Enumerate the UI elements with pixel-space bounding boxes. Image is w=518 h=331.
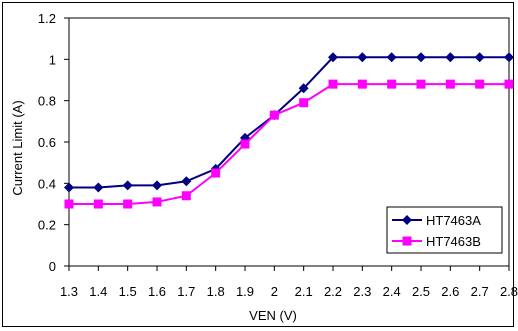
data-point bbox=[328, 52, 338, 63]
x-tick-label: 2.4 bbox=[383, 284, 401, 299]
x-tick-label: 1.4 bbox=[89, 284, 107, 299]
series-HT7463B bbox=[64, 79, 514, 209]
x-tick-label: 2.6 bbox=[441, 284, 459, 299]
y-tick-label: 0 bbox=[49, 259, 56, 274]
data-point bbox=[504, 79, 514, 89]
data-point bbox=[93, 182, 104, 193]
legend-label: HT7463B bbox=[426, 234, 481, 249]
chart-frame bbox=[2, 2, 514, 327]
x-tick-label: 1.6 bbox=[148, 284, 166, 299]
data-point bbox=[445, 79, 455, 89]
data-point bbox=[122, 180, 133, 191]
series-line bbox=[69, 83, 509, 205]
data-point bbox=[298, 83, 309, 94]
data-point bbox=[152, 180, 162, 191]
legend-item: HT7463A bbox=[392, 213, 481, 228]
data-point bbox=[269, 110, 279, 120]
series-layer bbox=[64, 52, 514, 209]
data-point bbox=[181, 176, 192, 187]
legend-item: HT7463B bbox=[392, 234, 481, 249]
data-point bbox=[357, 79, 367, 89]
x-tick-label: 1.8 bbox=[207, 284, 225, 299]
axes: 0 0.2 0.4 0.6 0.8 1 1.2 1.3 1.4 1.5 1.6 1.7 1.8 1.9 2 2… bbox=[38, 11, 518, 299]
data-point bbox=[504, 52, 514, 63]
data-point bbox=[387, 79, 397, 89]
x-tick-label: 2.1 bbox=[295, 284, 313, 299]
legend: HT7463A HT7463B bbox=[386, 206, 503, 254]
data-point bbox=[181, 191, 191, 201]
x-tick-label: 1.7 bbox=[177, 284, 195, 299]
data-point bbox=[416, 79, 426, 89]
data-point bbox=[445, 52, 456, 63]
data-point bbox=[386, 52, 397, 63]
y-tick-label: 0.6 bbox=[38, 135, 56, 150]
series-HT7463A bbox=[64, 52, 514, 193]
y-tick-label: 1.2 bbox=[38, 11, 56, 26]
data-point bbox=[64, 182, 74, 193]
data-point bbox=[211, 168, 221, 178]
y-tick-label: 0.8 bbox=[38, 94, 56, 109]
x-tick-label: 1.3 bbox=[60, 284, 78, 299]
data-point bbox=[328, 79, 338, 89]
data-point bbox=[357, 52, 368, 63]
x-tick-label: 2.8 bbox=[500, 284, 518, 299]
x-tick-label: 2.3 bbox=[353, 284, 371, 299]
x-tick-label: 2.5 bbox=[412, 284, 430, 299]
data-point bbox=[123, 199, 133, 209]
x-tick-label: 1.5 bbox=[119, 284, 137, 299]
data-point bbox=[475, 79, 485, 89]
data-point bbox=[474, 52, 485, 63]
data-point bbox=[299, 98, 309, 108]
x-tick-label: 2 bbox=[271, 284, 278, 299]
data-point bbox=[416, 52, 426, 63]
data-point bbox=[152, 197, 162, 207]
data-point bbox=[64, 199, 74, 209]
x-tick-label: 1.9 bbox=[236, 284, 254, 299]
legend-label: HT7463A bbox=[426, 213, 481, 228]
x-tick-label: 2.2 bbox=[324, 284, 342, 299]
y-tick-label: 1 bbox=[49, 52, 56, 67]
x-tick-label: 2.7 bbox=[471, 284, 489, 299]
legend-marker bbox=[402, 236, 412, 246]
series-line bbox=[69, 56, 509, 189]
y-tick-label: 0.2 bbox=[38, 218, 56, 233]
y-axis-title: Current Limit (A) bbox=[10, 100, 25, 195]
data-point bbox=[93, 199, 103, 209]
legend-marker bbox=[402, 215, 412, 225]
data-point bbox=[240, 139, 250, 149]
x-axis-title: VEN (V) bbox=[249, 308, 297, 323]
y-tick-label: 0.4 bbox=[38, 176, 56, 191]
